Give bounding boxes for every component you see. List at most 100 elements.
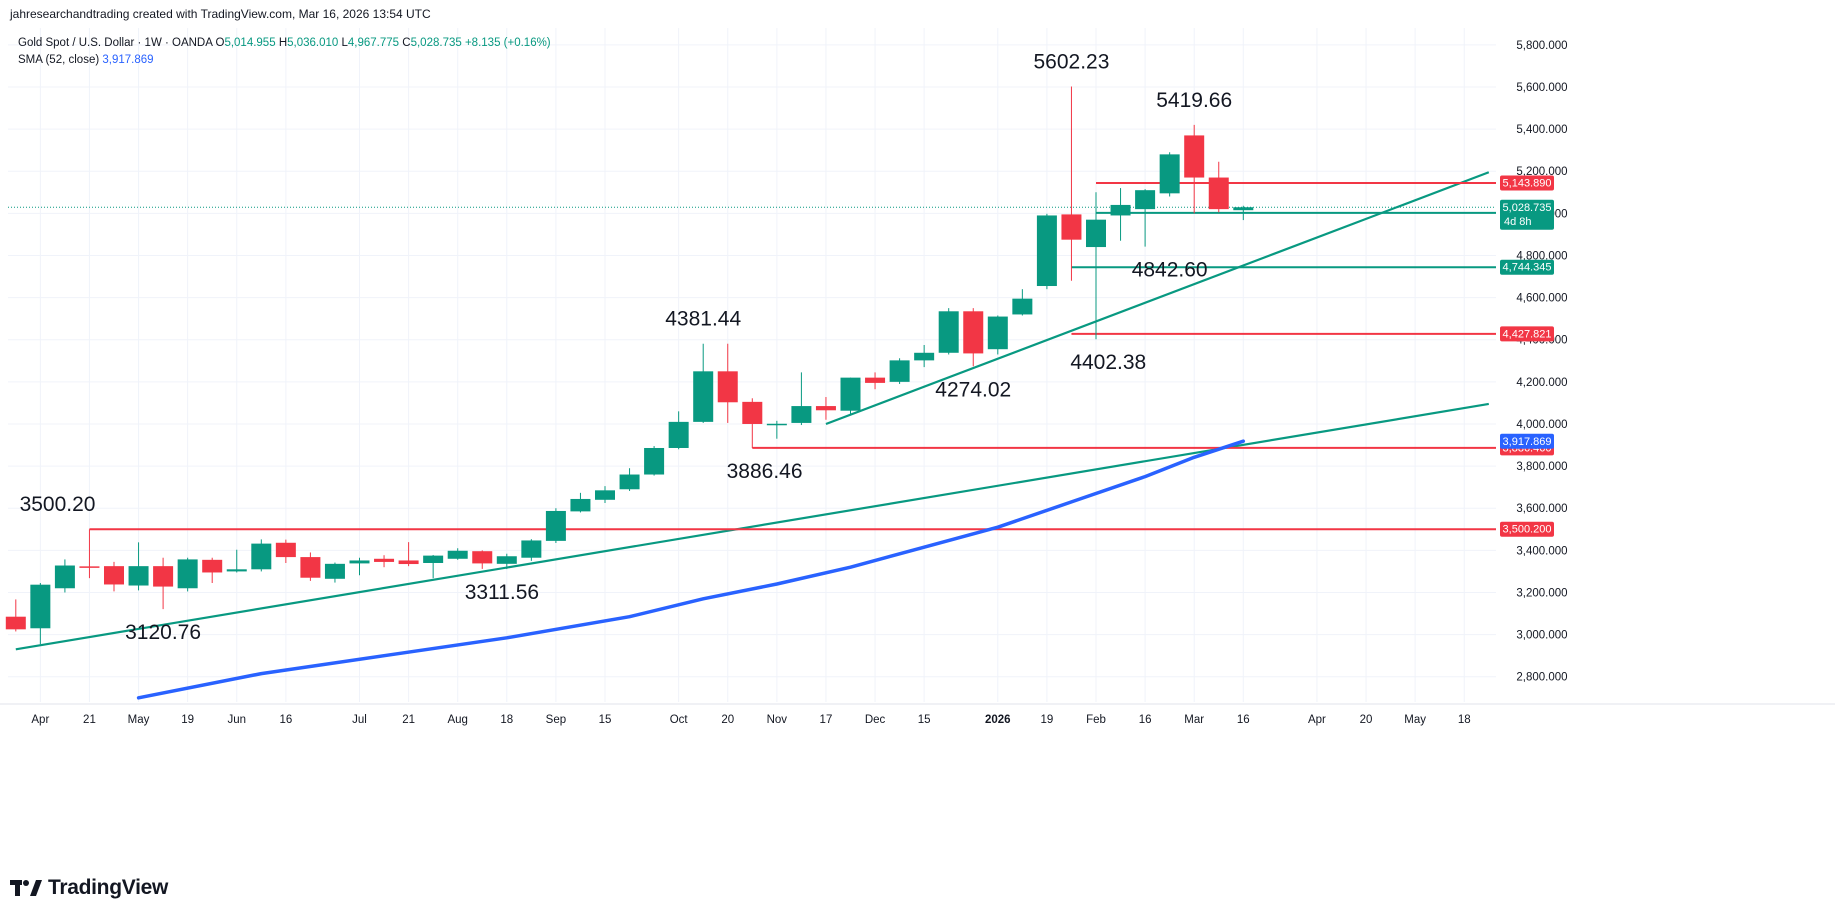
- price-annotation: 4402.38: [1070, 351, 1146, 374]
- candle[interactable]: [275, 539, 296, 563]
- candle[interactable]: [1086, 192, 1106, 340]
- candle[interactable]: [5, 599, 26, 632]
- legend-low: 4,967.775: [347, 37, 400, 49]
- level-price-tag[interactable]: 4,427.821: [1500, 326, 1554, 342]
- candle[interactable]: [521, 539, 542, 561]
- candle[interactable]: [300, 552, 321, 581]
- candle[interactable]: [1012, 289, 1033, 316]
- candle[interactable]: [1061, 86, 1082, 281]
- candle[interactable]: [595, 486, 615, 503]
- candle-body: [30, 584, 51, 629]
- trend-line[interactable]: [825, 171, 1490, 426]
- candle[interactable]: [619, 468, 640, 491]
- tradingview-logo[interactable]: TradingView: [10, 876, 168, 900]
- candle-body: [79, 566, 100, 568]
- candle-body: [472, 551, 493, 564]
- candle-body: [840, 377, 861, 411]
- candle[interactable]: [1036, 213, 1057, 290]
- time-tick-label: 21: [83, 714, 96, 726]
- candle[interactable]: [840, 377, 861, 416]
- candle[interactable]: [104, 561, 124, 592]
- chart-credit: jahresearchandtrading created with Tradi…: [10, 7, 431, 21]
- candle-body: [226, 569, 247, 572]
- candle[interactable]: [153, 557, 174, 610]
- time-tick-label: May: [1404, 714, 1426, 726]
- candle[interactable]: [1208, 161, 1229, 213]
- current-price-tag-text: 5,028.735: [1503, 202, 1552, 214]
- level-price-tag[interactable]: 4,744.345: [1500, 259, 1554, 275]
- price-annotation: 4842.60: [1132, 259, 1208, 282]
- candle-body: [300, 557, 321, 578]
- candle[interactable]: [1184, 124, 1205, 214]
- time-tick-label: 19: [1041, 714, 1054, 726]
- candle-body: [644, 447, 665, 475]
- legend-low-label: L: [341, 37, 348, 49]
- candle[interactable]: [815, 397, 836, 420]
- time-tick-label: Jul: [352, 714, 367, 726]
- candle-body: [742, 401, 763, 424]
- candle[interactable]: [865, 372, 886, 390]
- legend-symbol[interactable]: Gold Spot / U.S. Dollar · 1W · OANDA: [18, 37, 213, 49]
- candle[interactable]: [472, 550, 493, 569]
- candle[interactable]: [668, 411, 689, 450]
- candle[interactable]: [766, 420, 787, 439]
- price-axis[interactable]: 2,800.000 3,000.000 3,200.000 3,400.000 3,60…: [1500, 40, 1568, 684]
- candle-body: [1086, 219, 1106, 248]
- level-price-tag[interactable]: 5,143.890: [1500, 175, 1554, 191]
- price-annotation: 3500.20: [20, 493, 96, 516]
- time-axis[interactable]: Apr 21 May 19 Jun 16 Jul 21 Aug 18 Sep 15 Oct 20 Nov 17…: [31, 714, 1470, 726]
- candle[interactable]: [570, 492, 591, 513]
- candle[interactable]: [398, 542, 419, 567]
- candle[interactable]: [1135, 189, 1156, 247]
- candle[interactable]: [1159, 152, 1180, 197]
- candle[interactable]: [1233, 205, 1254, 221]
- candle[interactable]: [324, 562, 345, 583]
- trend-line[interactable]: [15, 402, 1489, 651]
- candle-body: [889, 360, 910, 382]
- candle[interactable]: [374, 555, 395, 568]
- candle-body: [251, 543, 272, 570]
- candle[interactable]: [693, 343, 714, 423]
- candle[interactable]: [742, 398, 763, 448]
- legend-close-label: C: [402, 37, 411, 49]
- chart-lines: [8, 171, 1496, 700]
- candle[interactable]: [251, 539, 272, 572]
- level-price-tag[interactable]: 3,500.200: [1500, 521, 1554, 537]
- candle[interactable]: [987, 315, 1008, 355]
- current-price-tag[interactable]: 3,917.869: [1500, 433, 1554, 449]
- candle-body: [791, 406, 812, 423]
- candle-body: [1233, 207, 1254, 211]
- candle[interactable]: [177, 557, 198, 592]
- candle-body: [545, 510, 566, 541]
- sma-line[interactable]: [136, 439, 1246, 700]
- candle[interactable]: [128, 542, 149, 591]
- legend-sma-row: SMA (52, close) 3,917.869: [18, 52, 551, 69]
- candle[interactable]: [496, 553, 517, 570]
- candle[interactable]: [545, 508, 566, 543]
- candle[interactable]: [914, 344, 935, 368]
- candle[interactable]: [717, 343, 738, 423]
- candle[interactable]: [423, 554, 444, 579]
- candle[interactable]: [1110, 188, 1131, 241]
- candle-body: [423, 555, 444, 563]
- candle[interactable]: [54, 559, 75, 593]
- candle[interactable]: [889, 358, 910, 384]
- candle[interactable]: [447, 548, 468, 560]
- candle[interactable]: [963, 308, 984, 367]
- candle-body: [717, 371, 738, 403]
- candle[interactable]: [644, 446, 665, 476]
- time-tick-label: Jun: [227, 714, 246, 726]
- candle[interactable]: [226, 549, 247, 573]
- candle[interactable]: [79, 529, 100, 579]
- candle[interactable]: [202, 557, 223, 583]
- time-tick-label: 15: [599, 714, 612, 726]
- candle[interactable]: [938, 308, 959, 355]
- candle-body: [5, 616, 26, 630]
- current-price-tag[interactable]: 5,028.735 4d 8h: [1500, 199, 1554, 230]
- time-tick-label: 16: [1237, 714, 1250, 726]
- candle[interactable]: [30, 582, 51, 645]
- candle[interactable]: [349, 557, 370, 576]
- legend-sma-label[interactable]: SMA (52, close): [18, 54, 100, 66]
- candle[interactable]: [791, 372, 812, 426]
